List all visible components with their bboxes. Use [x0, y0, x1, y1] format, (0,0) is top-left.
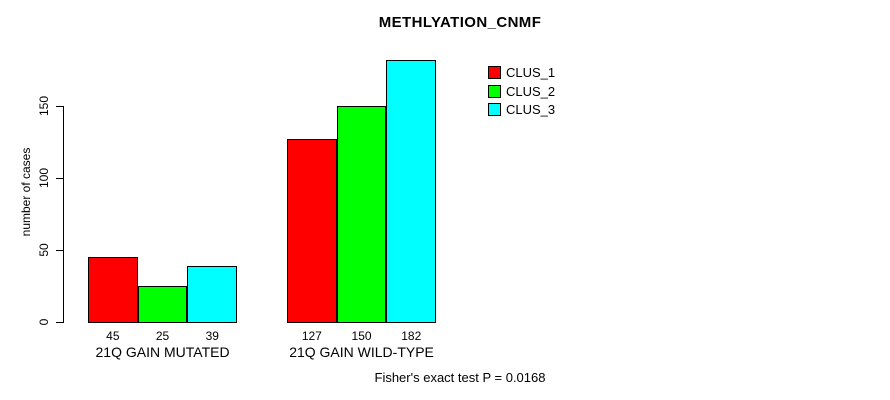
x-group-label: 21Q GAIN WILD-TYPE [289, 344, 434, 360]
legend-item: CLUS_3 [488, 103, 555, 116]
y-axis-tick [56, 249, 63, 251]
y-axis-tick-label: 0 [37, 318, 51, 326]
footnote: Fisher's exact test P = 0.0168 [374, 370, 546, 385]
legend-label: CLUS_1 [506, 65, 556, 80]
legend-swatch [488, 66, 501, 79]
chart-title: METHLYATION_CNMF [378, 14, 542, 31]
y-axis-tick-label: 100 [37, 167, 51, 189]
y-axis-tick [56, 177, 63, 179]
y-axis-title: number of cases [19, 147, 33, 237]
legend-swatch [488, 84, 501, 98]
legend-label: CLUS_3 [506, 102, 556, 117]
bar-value-label: 182 [401, 329, 422, 343]
bar-clus_2-group2 [336, 106, 387, 323]
bar-clus_3-group1 [187, 265, 238, 323]
legend-label: CLUS_2 [506, 83, 556, 99]
y-axis-tick [56, 321, 63, 323]
y-axis-tick [56, 105, 63, 107]
bar-clus_2-group1 [137, 286, 188, 323]
legend-swatch [488, 103, 501, 116]
bar-value-label: 39 [205, 329, 219, 343]
bar-clus_3-group2 [386, 59, 437, 323]
y-axis-tick-label: 150 [37, 95, 51, 117]
y-axis-line [63, 106, 64, 323]
bar-clus_1-group2 [287, 139, 337, 323]
x-group-label: 21Q GAIN MUTATED [95, 344, 230, 360]
bar-value-label: 127 [301, 329, 322, 343]
legend: CLUS_1 CLUS_2 CLUS_3 [488, 66, 555, 122]
legend-item: CLUS_1 [488, 66, 555, 79]
legend-item: CLUS_2 [488, 83, 556, 99]
y-axis-tick-label: 50 [37, 243, 51, 257]
bar-value-label: 25 [155, 329, 170, 343]
bar-value-label: 45 [106, 329, 120, 343]
bar-clus_1-group1 [88, 257, 138, 323]
bar-value-label: 150 [351, 329, 372, 343]
